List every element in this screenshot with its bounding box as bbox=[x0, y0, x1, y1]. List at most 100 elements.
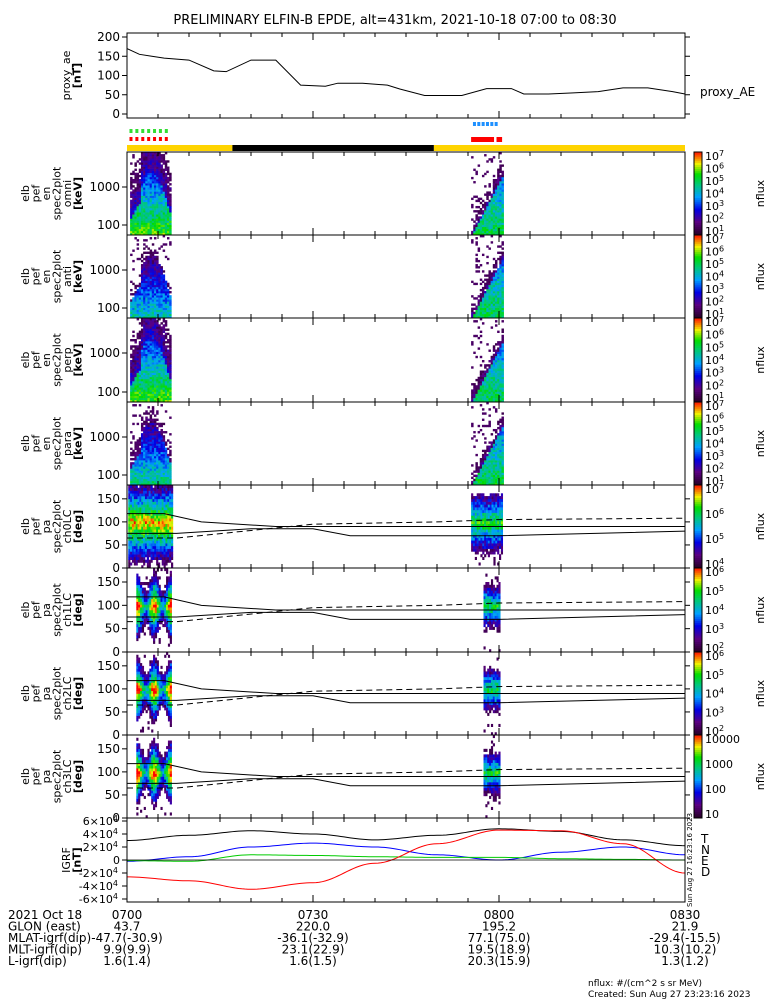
spectrogram-cell bbox=[475, 199, 478, 203]
spectrogram-cell bbox=[486, 261, 489, 265]
spectrogram-cell bbox=[138, 451, 142, 455]
spectrogram-cell bbox=[491, 509, 494, 513]
spectrogram-cell bbox=[475, 216, 478, 219]
spectrogram-cell bbox=[499, 251, 502, 254]
spectrogram-cell bbox=[167, 487, 170, 491]
spectrogram-cell bbox=[134, 168, 137, 171]
spectrogram-cell bbox=[497, 447, 500, 451]
spectrogram-cell bbox=[501, 353, 504, 357]
spectrogram-cell bbox=[136, 462, 140, 465]
spectrogram-cell bbox=[479, 460, 483, 463]
spectrogram-cell bbox=[153, 332, 157, 336]
spectrogram-cell bbox=[153, 291, 157, 294]
spectrogram-cell bbox=[477, 228, 481, 232]
spectrogram-cell bbox=[147, 332, 150, 336]
spectrogram-cell bbox=[132, 197, 135, 201]
spectrogram-cell bbox=[488, 199, 491, 203]
spectrogram-cell bbox=[169, 485, 172, 489]
spectrogram-cell bbox=[160, 366, 163, 369]
spectrogram-cell bbox=[164, 164, 168, 167]
spectrogram-cell bbox=[484, 291, 487, 294]
spectrogram-cell bbox=[143, 320, 146, 323]
spectrogram-cell bbox=[158, 336, 161, 340]
spectrogram-cell bbox=[138, 187, 142, 190]
spectrogram-cell bbox=[486, 449, 489, 453]
spectrogram-cell bbox=[158, 387, 161, 390]
spectrogram-cell bbox=[158, 293, 161, 296]
spectrogram-cell bbox=[484, 466, 487, 469]
spectrogram-cell bbox=[490, 272, 494, 275]
spectrogram-cell bbox=[491, 512, 494, 516]
spectrogram-cell bbox=[151, 445, 155, 448]
spectrogram-cell bbox=[160, 187, 163, 190]
spectrogram-cell bbox=[156, 164, 159, 167]
spectrogram-cell bbox=[139, 548, 142, 552]
spectrogram-cell bbox=[474, 529, 477, 533]
spectrogram-cell bbox=[145, 295, 148, 298]
spectrogram-cell bbox=[147, 391, 150, 394]
spectrogram-cell bbox=[132, 268, 135, 271]
spectrogram-cell bbox=[143, 268, 146, 271]
spectrogram-cell bbox=[486, 228, 489, 232]
spectrogram-cell bbox=[134, 205, 137, 209]
spectrogram-cell bbox=[153, 232, 157, 236]
spectrogram-cell bbox=[494, 278, 498, 281]
spectrogram-cell bbox=[490, 276, 494, 279]
spectrogram-cell bbox=[490, 357, 494, 361]
colorbar-cell bbox=[694, 404, 702, 407]
spectrogram-cell bbox=[477, 466, 481, 469]
spectrogram-cell bbox=[169, 529, 172, 533]
spectrogram-cell bbox=[140, 466, 144, 469]
colorbar-cell bbox=[694, 274, 702, 277]
spectrogram-cell bbox=[158, 360, 161, 363]
spectrogram-cell bbox=[501, 247, 504, 250]
spectrogram-cell bbox=[165, 534, 168, 538]
spectrogram-cell bbox=[134, 197, 137, 201]
spectrogram-cell bbox=[138, 458, 142, 461]
spectrogram-cell bbox=[158, 178, 161, 182]
spectrogram-cell bbox=[475, 270, 478, 273]
spectrogram-cell bbox=[134, 341, 137, 344]
spectrogram-cell bbox=[140, 360, 144, 363]
spectrogram-cell bbox=[158, 264, 161, 267]
spectrogram-cell bbox=[138, 336, 142, 340]
spectrogram-cell bbox=[497, 187, 500, 190]
colorbar-cell bbox=[694, 336, 702, 340]
spectrogram-cell bbox=[153, 176, 157, 180]
spectrogram-cell bbox=[492, 309, 496, 313]
spectrogram-cell bbox=[145, 176, 148, 180]
spectrogram-cell bbox=[162, 174, 166, 178]
spectrogram-cell bbox=[139, 523, 142, 527]
spectrogram-cell bbox=[137, 540, 140, 544]
spectrogram-cell bbox=[479, 376, 483, 380]
spectrogram-cell bbox=[164, 243, 168, 246]
spectrogram-cell bbox=[136, 222, 140, 225]
spectrogram-cell bbox=[143, 460, 146, 463]
spectrogram-cell bbox=[138, 199, 142, 203]
spectrogram-cell bbox=[136, 212, 140, 215]
spectrogram-cell bbox=[143, 397, 146, 401]
spectrogram-cell bbox=[477, 326, 481, 329]
spectrogram-cell bbox=[151, 332, 155, 336]
spectrogram-cell bbox=[147, 318, 150, 321]
spectrogram-cell bbox=[132, 383, 135, 386]
spectrogram-cell bbox=[138, 383, 142, 386]
spectrogram-cell bbox=[477, 309, 481, 313]
spectrogram-cell bbox=[156, 216, 159, 219]
spectrogram-cell bbox=[501, 399, 504, 403]
spectrogram-cell bbox=[143, 216, 146, 219]
spectrogram-cell bbox=[471, 203, 474, 207]
spectrogram-cell bbox=[158, 443, 161, 446]
spectrogram-cell bbox=[488, 276, 491, 279]
colorbar-cell bbox=[694, 383, 702, 386]
spectrogram-cell bbox=[169, 343, 172, 346]
spectrogram-cell bbox=[145, 311, 148, 315]
spectrogram-cell bbox=[153, 364, 157, 367]
spectrogram-cell bbox=[140, 197, 144, 201]
spectrogram-cell bbox=[138, 183, 142, 186]
spectrogram-cell bbox=[153, 482, 157, 486]
colorbar-cell bbox=[694, 191, 702, 194]
y-axis-label-line: [keV] bbox=[71, 343, 84, 376]
spectrogram-cell bbox=[477, 381, 481, 384]
spectrogram-cell bbox=[166, 470, 170, 473]
